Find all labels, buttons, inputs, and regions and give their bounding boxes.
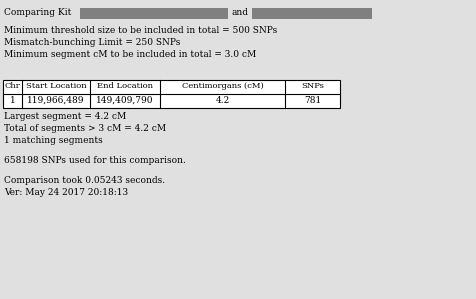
Bar	[252, 8, 372, 19]
Text: 658198 SNPs used for this comparison.: 658198 SNPs used for this comparison.	[4, 156, 186, 165]
Text: Minimum threshold size to be included in total = 500 SNPs: Minimum threshold size to be included in…	[4, 26, 277, 35]
Text: End Location: End Location	[97, 82, 153, 90]
Text: 781: 781	[304, 96, 321, 105]
Text: Chr: Chr	[5, 82, 20, 90]
Text: Total of segments > 3 cM = 4.2 cM: Total of segments > 3 cM = 4.2 cM	[4, 124, 166, 133]
Bar	[80, 8, 228, 19]
Text: SNPs: SNPs	[301, 82, 324, 90]
Text: Ver: May 24 2017 20:18:13: Ver: May 24 2017 20:18:13	[4, 188, 128, 197]
Bar	[3, 80, 340, 108]
Text: Start Location: Start Location	[26, 82, 86, 90]
Text: Largest segment = 4.2 cM: Largest segment = 4.2 cM	[4, 112, 126, 121]
Text: 149,409,790: 149,409,790	[96, 96, 154, 105]
Text: Centimorgans (cM): Centimorgans (cM)	[182, 82, 263, 90]
Text: and: and	[232, 8, 249, 17]
Text: Comparing Kit: Comparing Kit	[4, 8, 71, 17]
Text: Mismatch-bunching Limit = 250 SNPs: Mismatch-bunching Limit = 250 SNPs	[4, 38, 180, 47]
Text: Minimum segment cM to be included in total = 3.0 cM: Minimum segment cM to be included in tot…	[4, 50, 256, 59]
Text: 4.2: 4.2	[215, 96, 229, 105]
Text: 119,966,489: 119,966,489	[27, 96, 85, 105]
Text: 1: 1	[10, 96, 15, 105]
Text: 1 matching segments: 1 matching segments	[4, 136, 103, 145]
Text: Comparison took 0.05243 seconds.: Comparison took 0.05243 seconds.	[4, 176, 165, 185]
